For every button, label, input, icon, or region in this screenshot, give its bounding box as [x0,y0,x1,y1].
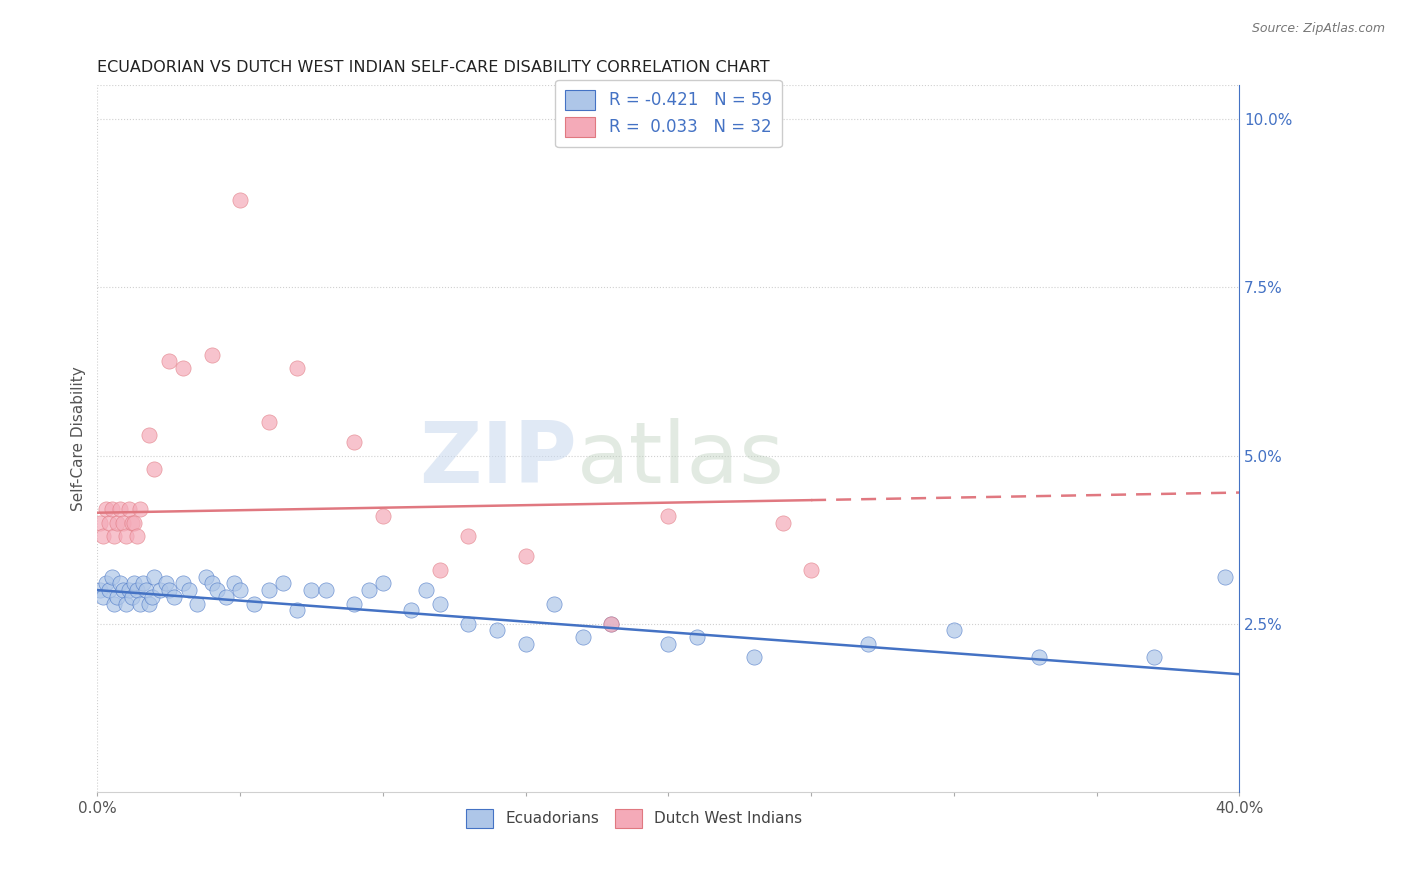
Point [149,583,172,598]
Point [94,576,117,591]
Point [105,516,128,530]
Point [100,502,122,516]
Point [127,529,149,543]
Point [108,576,131,591]
Point [371,576,394,591]
Point [118,583,141,598]
Point [224,576,246,591]
Point [942,624,965,638]
Point [112,516,135,530]
Point [91,590,114,604]
Point [97,516,120,530]
Point [89,583,111,598]
Point [138,597,160,611]
Point [129,502,152,516]
Text: ZIP: ZIP [419,418,576,501]
Point [172,361,194,376]
Point [177,583,200,598]
Point [127,583,149,598]
Point [301,583,323,598]
Point [124,576,146,591]
Point [429,597,451,611]
Point [285,361,308,376]
Point [97,583,120,598]
Point [186,597,208,611]
Point [157,354,180,368]
Point [543,597,565,611]
Point [600,616,623,631]
Point [686,630,709,644]
Point [257,415,280,429]
Point [129,597,152,611]
Point [155,576,177,591]
Point [172,576,194,591]
Point [600,616,623,631]
Point [115,597,138,611]
Point [742,650,765,665]
Point [657,637,679,651]
Point [271,576,294,591]
Point [135,583,157,598]
Text: Source: ZipAtlas.com: Source: ZipAtlas.com [1251,22,1385,36]
Point [121,590,143,604]
Point [800,563,823,577]
Point [157,583,180,598]
Point [163,590,186,604]
Point [343,597,366,611]
Point [457,529,479,543]
Point [200,348,222,362]
Point [89,516,111,530]
Point [229,583,252,598]
Point [141,590,163,604]
Point [94,502,117,516]
Point [657,509,679,524]
Point [457,616,479,631]
Point [121,516,143,530]
Point [105,590,128,604]
Point [138,428,160,442]
Text: ECUADORIAN VS DUTCH WEST INDIAN SELF-CARE DISABILITY CORRELATION CHART: ECUADORIAN VS DUTCH WEST INDIAN SELF-CAR… [97,60,770,75]
Text: atlas: atlas [576,418,785,501]
Point [100,569,122,583]
Point [103,529,125,543]
Point [357,583,380,598]
Point [112,583,135,598]
Point [571,630,593,644]
Point [91,529,114,543]
Point [257,583,280,598]
Point [515,549,537,564]
Point [285,603,308,617]
Point [124,516,146,530]
Point [207,583,229,598]
Point [415,583,437,598]
Point [115,529,138,543]
Point [486,624,509,638]
Point [856,637,879,651]
Legend: Ecuadorians, Dutch West Indians: Ecuadorians, Dutch West Indians [460,803,808,834]
Point [1213,569,1236,583]
Point [1028,650,1050,665]
Point [343,435,366,450]
Point [143,569,166,583]
Point [118,502,141,516]
Point [132,576,155,591]
Point [429,563,451,577]
Point [772,516,794,530]
Point [215,590,238,604]
Point [401,603,423,617]
Point [143,462,166,476]
Point [200,576,222,591]
Point [108,502,131,516]
Point [103,597,125,611]
Y-axis label: Self-Care Disability: Self-Care Disability [72,367,86,511]
Point [229,193,252,207]
Point [371,509,394,524]
Point [315,583,337,598]
Point [515,637,537,651]
Point [243,597,266,611]
Point [194,569,217,583]
Point [1143,650,1166,665]
